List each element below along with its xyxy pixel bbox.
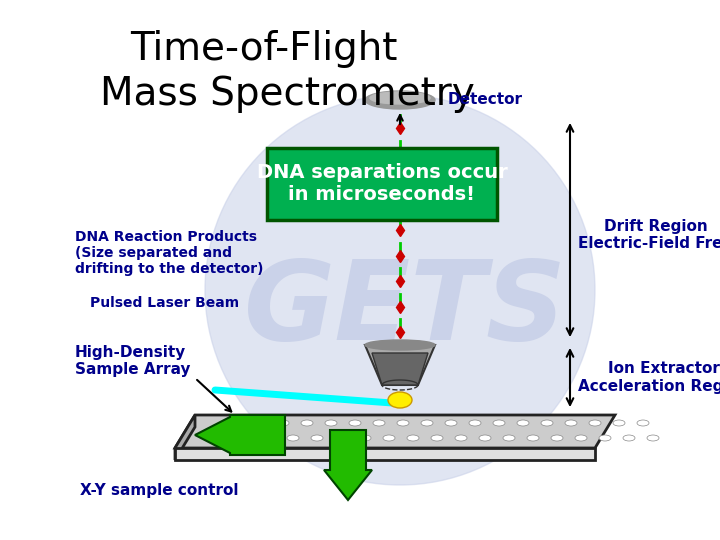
Ellipse shape — [229, 420, 241, 426]
Ellipse shape — [359, 435, 371, 441]
Ellipse shape — [637, 420, 649, 426]
Ellipse shape — [383, 435, 395, 441]
Ellipse shape — [565, 420, 577, 426]
Ellipse shape — [325, 420, 337, 426]
Circle shape — [205, 95, 595, 485]
Ellipse shape — [421, 420, 433, 426]
FancyBboxPatch shape — [267, 148, 497, 220]
Ellipse shape — [388, 392, 412, 408]
Ellipse shape — [349, 420, 361, 426]
Ellipse shape — [623, 435, 635, 441]
Text: DNA Reaction Products
(Size separated and
drifting to the detector): DNA Reaction Products (Size separated an… — [75, 230, 264, 276]
Ellipse shape — [253, 420, 265, 426]
Polygon shape — [365, 345, 435, 385]
Text: Ion Extractor
Acceleration Region: Ion Extractor Acceleration Region — [578, 361, 720, 394]
Ellipse shape — [469, 420, 481, 426]
Ellipse shape — [397, 420, 409, 426]
Ellipse shape — [517, 420, 529, 426]
Ellipse shape — [575, 435, 587, 441]
Ellipse shape — [431, 435, 443, 441]
Ellipse shape — [239, 435, 251, 441]
Polygon shape — [195, 415, 285, 455]
Polygon shape — [324, 430, 372, 500]
Ellipse shape — [527, 435, 539, 441]
Text: Pulsed Laser Beam: Pulsed Laser Beam — [90, 296, 239, 310]
Text: DNA separations occur
in microseconds!: DNA separations occur in microseconds! — [256, 164, 508, 205]
Text: High-Density
Sample Array: High-Density Sample Array — [75, 345, 191, 377]
Polygon shape — [175, 415, 195, 460]
Ellipse shape — [335, 435, 347, 441]
Text: Mass Spectrometry: Mass Spectrometry — [100, 75, 474, 113]
Ellipse shape — [287, 435, 299, 441]
Text: Drift Region
Electric-Field Free: Drift Region Electric-Field Free — [578, 219, 720, 251]
Polygon shape — [175, 415, 615, 448]
Ellipse shape — [503, 435, 515, 441]
Polygon shape — [175, 448, 595, 460]
Ellipse shape — [647, 435, 659, 441]
Text: Detector: Detector — [448, 92, 523, 107]
Ellipse shape — [613, 420, 625, 426]
Ellipse shape — [277, 420, 289, 426]
Ellipse shape — [365, 340, 435, 350]
Ellipse shape — [589, 420, 601, 426]
Ellipse shape — [407, 435, 419, 441]
Ellipse shape — [551, 435, 563, 441]
Ellipse shape — [599, 435, 611, 441]
Ellipse shape — [445, 420, 457, 426]
Text: X-Y sample control: X-Y sample control — [80, 483, 238, 497]
Ellipse shape — [479, 435, 491, 441]
Ellipse shape — [455, 435, 467, 441]
Ellipse shape — [311, 435, 323, 441]
Ellipse shape — [301, 420, 313, 426]
Ellipse shape — [365, 91, 435, 109]
Text: GETS: GETS — [243, 256, 567, 363]
Text: Time-of-Flight: Time-of-Flight — [130, 30, 397, 68]
Ellipse shape — [541, 420, 553, 426]
Ellipse shape — [373, 420, 385, 426]
Ellipse shape — [370, 92, 430, 104]
Ellipse shape — [493, 420, 505, 426]
Ellipse shape — [263, 435, 275, 441]
Polygon shape — [372, 353, 428, 385]
